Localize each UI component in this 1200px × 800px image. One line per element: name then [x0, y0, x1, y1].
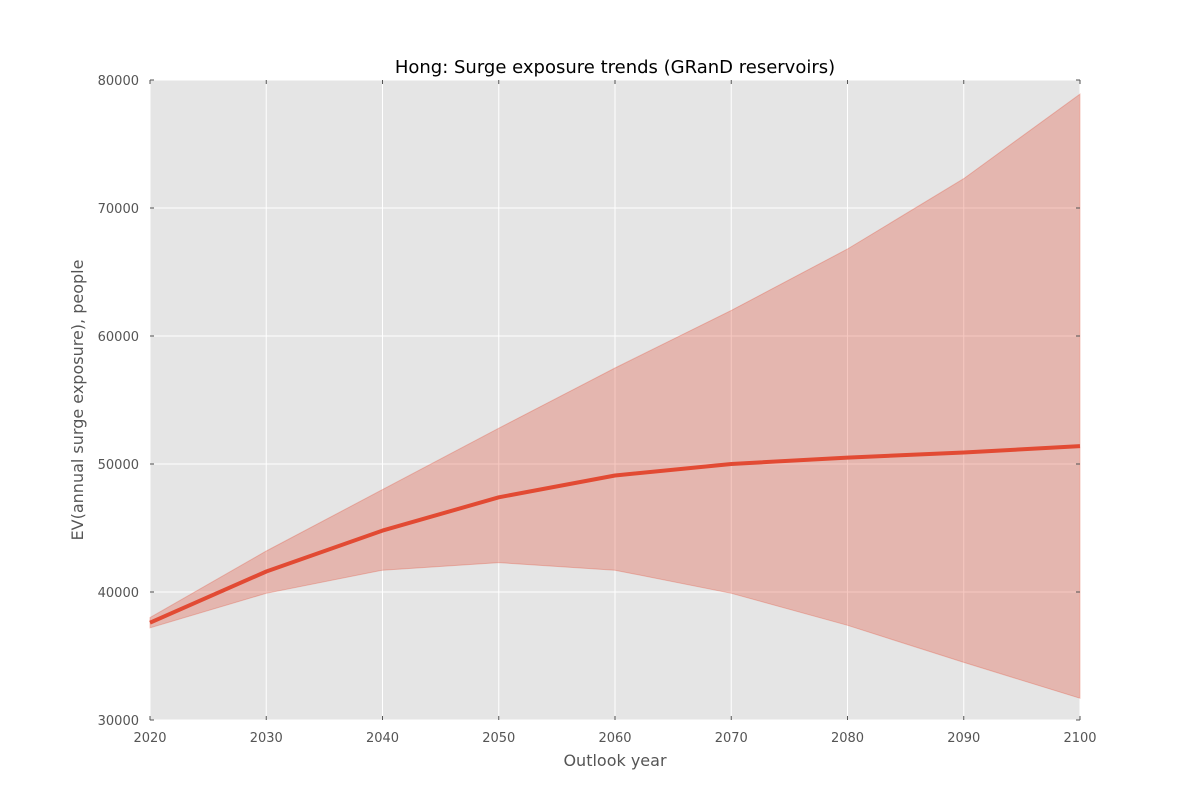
series-line: [149, 444, 1081, 625]
uncertainty-band: [149, 93, 1081, 699]
x-tick-label: 2050: [482, 731, 515, 746]
y-tick-label: 50000: [98, 458, 139, 473]
x-tick-label: 2090: [947, 731, 980, 746]
chart-title: Hong: Surge exposure trends (GRanD reser…: [395, 57, 835, 78]
x-tick-label: 2080: [831, 731, 864, 746]
x-tick-label: 2030: [250, 731, 283, 746]
axis-ticks: [149, 79, 1081, 721]
x-tick-label: 2040: [366, 731, 399, 746]
y-axis-label: EV(annual surge exposure), people: [68, 260, 87, 541]
y-tick-label: 40000: [98, 586, 139, 601]
x-tick-label: 2020: [133, 731, 166, 746]
y-tick-labels: 30000 40000 50000 60000 70000 80000: [98, 74, 139, 729]
x-tick-label: 2100: [1063, 731, 1096, 746]
y-tick-label: 70000: [98, 202, 139, 217]
x-tick-labels: 2020 2030 2040 2050 2060 2070 2080 2090 2100: [133, 731, 1096, 746]
x-axis-label: Outlook year: [563, 751, 667, 770]
x-tick-label: 2070: [715, 731, 748, 746]
x-tick-label: 2060: [598, 731, 631, 746]
y-tick-label: 80000: [98, 74, 139, 89]
y-tick-label: 30000: [98, 714, 139, 729]
y-tick-label: 60000: [98, 330, 139, 345]
